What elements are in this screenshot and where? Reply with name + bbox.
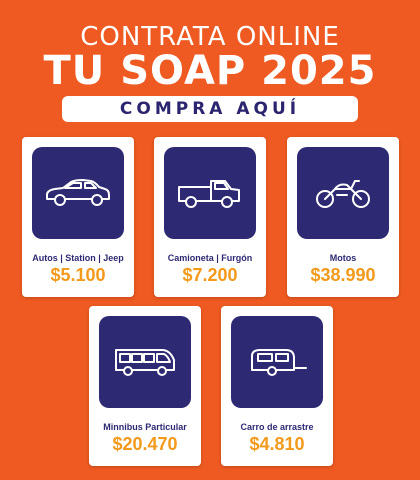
plan-label: Carro de arrastre [240,422,314,432]
plan-card-autos[interactable]: Autos | Station | Jeep $5.100 [22,137,134,297]
compra-aqui-button[interactable]: COMPRA AQUÍ [62,96,358,122]
plan-price: $7.200 [182,265,238,285]
minibus-icon [99,316,191,408]
plan-price: $5.100 [50,265,106,285]
plan-label: Minnibus Particular [103,422,187,432]
pickup-truck-icon [164,147,256,239]
plan-label: Camioneta | Furgón [167,253,253,263]
trailer-icon [231,316,323,408]
plan-price: $38.990 [310,265,376,285]
headline-tu-soap: TU SOAP 2025 [43,48,377,94]
plan-card-motos[interactable]: Motos $38.990 [287,137,399,297]
plan-card-carro-arrastre[interactable]: Carro de arrastre $4.810 [221,306,333,466]
plan-price: $20.470 [112,434,178,454]
motorcycle-icon [297,147,389,239]
headline-contrata-online: CONTRATA ONLINE [80,22,340,52]
plan-price: $4.810 [249,434,305,454]
car-icon [32,147,124,239]
plan-label: Autos | Station | Jeep [32,253,124,263]
plan-card-camioneta[interactable]: Camioneta | Furgón $7.200 [154,137,266,297]
plan-label: Motos [329,253,357,263]
plan-card-minibus[interactable]: Minnibus Particular $20.470 [89,306,201,466]
